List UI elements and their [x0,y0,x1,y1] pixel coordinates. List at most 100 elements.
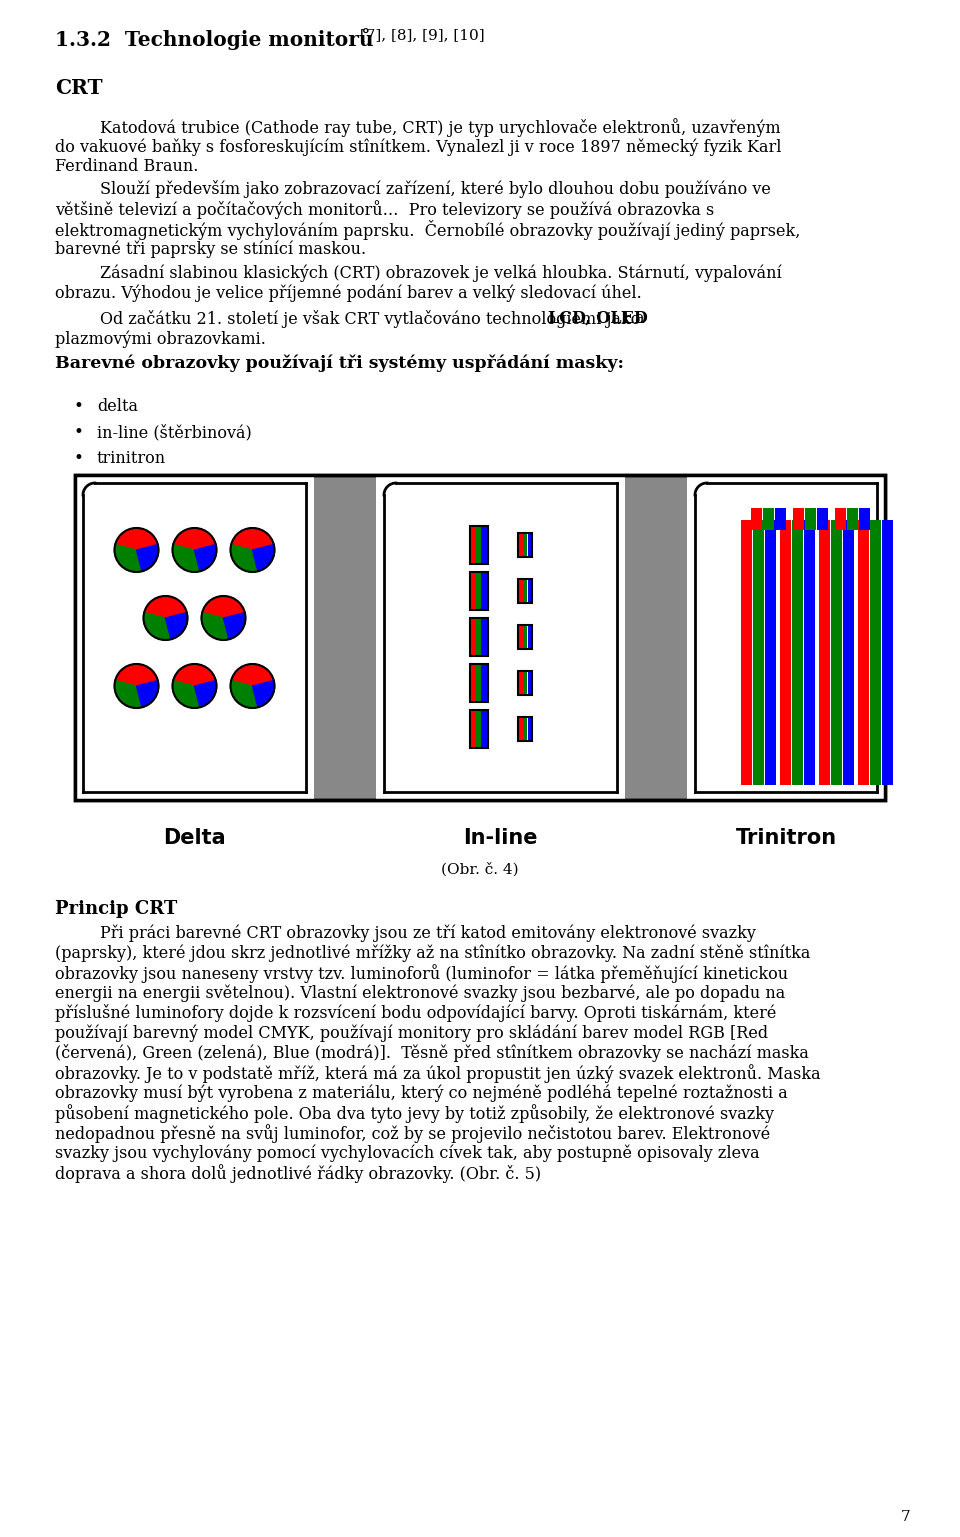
Text: většině televizí a počítačových monitorů…  Pro televizory se používá obrazovka s: většině televizí a počítačových monitorů… [55,200,714,218]
Bar [481,666,487,701]
Bar [527,533,533,556]
Text: •: • [73,424,83,441]
Bar [517,716,532,741]
Bar [517,672,532,695]
Polygon shape [144,596,187,618]
Text: Slouží především jako zobrazovací zařízení, které bylo dlouhou dobu používáno ve: Slouží především jako zobrazovací zaříze… [100,180,771,198]
Bar [831,520,842,785]
Text: In-line: In-line [464,828,538,848]
Bar [469,572,488,610]
Bar [835,509,846,530]
Polygon shape [115,664,157,686]
Bar [522,533,526,556]
Text: (paprsky), které jdou skrz jednotlivé mřížky až na stînítko obrazovky. Na zadní : (paprsky), které jdou skrz jednotlivé mř… [55,944,810,962]
Bar [469,710,488,749]
Polygon shape [203,596,245,618]
Bar [858,520,869,785]
Text: •: • [73,450,83,467]
Text: delta: delta [97,398,138,415]
Bar [780,520,791,785]
Text: působení magnetického pole. Oba dva tyto jevy by totiž způsobily, že elektronové: působení magnetického pole. Oba dva tyto… [55,1104,774,1124]
Text: CRT: CRT [55,78,103,98]
Text: používají barevný model CMYK, používají monitory pro skládání barev model RGB [R: používají barevný model CMYK, používají … [55,1024,768,1042]
Text: 7: 7 [900,1509,910,1525]
Bar [481,573,487,609]
Text: Delta: Delta [163,828,226,848]
Polygon shape [195,544,217,572]
Bar [470,619,475,655]
Text: obrazovky. Je to v podstatě mříž, která má za úkol propustit jen úzký svazek ele: obrazovky. Je to v podstatě mříž, která … [55,1064,821,1084]
Bar [517,626,532,649]
Bar [518,672,522,695]
Bar [882,520,893,785]
Text: barevné tři paprsky se stínící maskou.: barevné tři paprsky se stínící maskou. [55,240,366,258]
Text: Princip CRT: Princip CRT [55,901,178,918]
Text: (Obr. č. 4): (Obr. č. 4) [442,862,518,876]
Text: trinitron: trinitron [97,450,166,467]
Bar [527,718,533,739]
Bar [75,475,885,799]
Polygon shape [231,529,274,550]
Text: svazky jsou vychylovány pomocí vychylovacích cívek tak, aby postupně opisovaly z: svazky jsou vychylovány pomocí vychylova… [55,1144,759,1162]
Polygon shape [115,529,157,550]
Bar [470,573,475,609]
Polygon shape [252,681,275,707]
Text: doprava a shora dolů jednotlivé řádky obrazovky. (Obr. č. 5): doprava a shora dolů jednotlivé řádky ob… [55,1164,541,1183]
Text: plazmovými obrazovkami.: plazmovými obrazovkami. [55,330,266,347]
Bar [481,712,487,747]
Bar [765,520,776,785]
Bar [469,664,488,702]
Polygon shape [165,613,187,639]
Text: příslušné luminofory dojde k rozsvícení bodu odpovídající barvy. Oproti tiskárná: příslušné luminofory dojde k rozsvícení … [55,1004,777,1022]
Bar [481,619,487,655]
Bar [475,666,481,701]
Text: energii na energii světelnou). Vlastní elektronové svazky jsou bezbarvé, ale po : energii na energii světelnou). Vlastní e… [55,984,785,1002]
Bar [469,526,488,564]
Polygon shape [252,544,275,572]
Polygon shape [173,664,216,686]
Bar [75,475,885,799]
Bar [470,527,475,563]
Bar [775,509,786,530]
Bar [518,533,522,556]
Polygon shape [114,544,142,572]
Bar [792,520,803,785]
Bar [475,619,481,655]
Bar [859,509,870,530]
Polygon shape [195,681,217,707]
Polygon shape [136,681,158,707]
Bar [753,520,764,785]
Polygon shape [230,544,258,572]
Text: obrazu. Výhodou je velice příjemné podání barev a velký sledovací úhel.: obrazu. Výhodou je velice příjemné podán… [55,284,641,303]
Bar [741,520,752,785]
Bar [517,579,532,603]
Text: Trinitron: Trinitron [735,828,836,848]
Bar [527,626,533,649]
Bar [522,579,526,603]
Bar [518,579,522,603]
Text: a: a [630,310,644,327]
Polygon shape [136,544,158,572]
Text: Barevné obrazovky používají tři systémy uspřádání masky:: Barevné obrazovky používají tři systémy … [55,355,624,372]
Text: LCD, OLED: LCD, OLED [548,310,648,327]
Bar [793,509,804,530]
Polygon shape [224,613,246,639]
Text: Při práci barevné CRT obrazovky jsou ze tří katod emitovány elektronové svazky: Při práci barevné CRT obrazovky jsou ze … [100,924,756,942]
Text: 1.3.2  Technologie monitorů: 1.3.2 Technologie monitorů [55,28,373,51]
Bar [475,712,481,747]
Bar [522,718,526,739]
Bar [804,520,815,785]
Text: •: • [73,398,83,415]
Text: Ferdinand Braun.: Ferdinand Braun. [55,158,199,175]
Text: in-line (štěrbinová): in-line (štěrbinová) [97,424,252,441]
Bar [376,475,625,799]
Bar [75,475,314,799]
Text: elektromagnetickým vychylováním paprsku.  Černobílé obrazovky používají jediný p: elektromagnetickým vychylováním paprsku.… [55,220,801,240]
Bar [843,520,854,785]
Text: obrazovky jsou naneseny vrstvy tzv. luminoforů (luminofor = látka přeměňující ki: obrazovky jsou naneseny vrstvy tzv. lumi… [55,964,788,982]
Bar [687,475,885,799]
Bar [481,527,487,563]
Polygon shape [143,613,171,639]
Bar [517,533,532,556]
Bar [870,520,881,785]
